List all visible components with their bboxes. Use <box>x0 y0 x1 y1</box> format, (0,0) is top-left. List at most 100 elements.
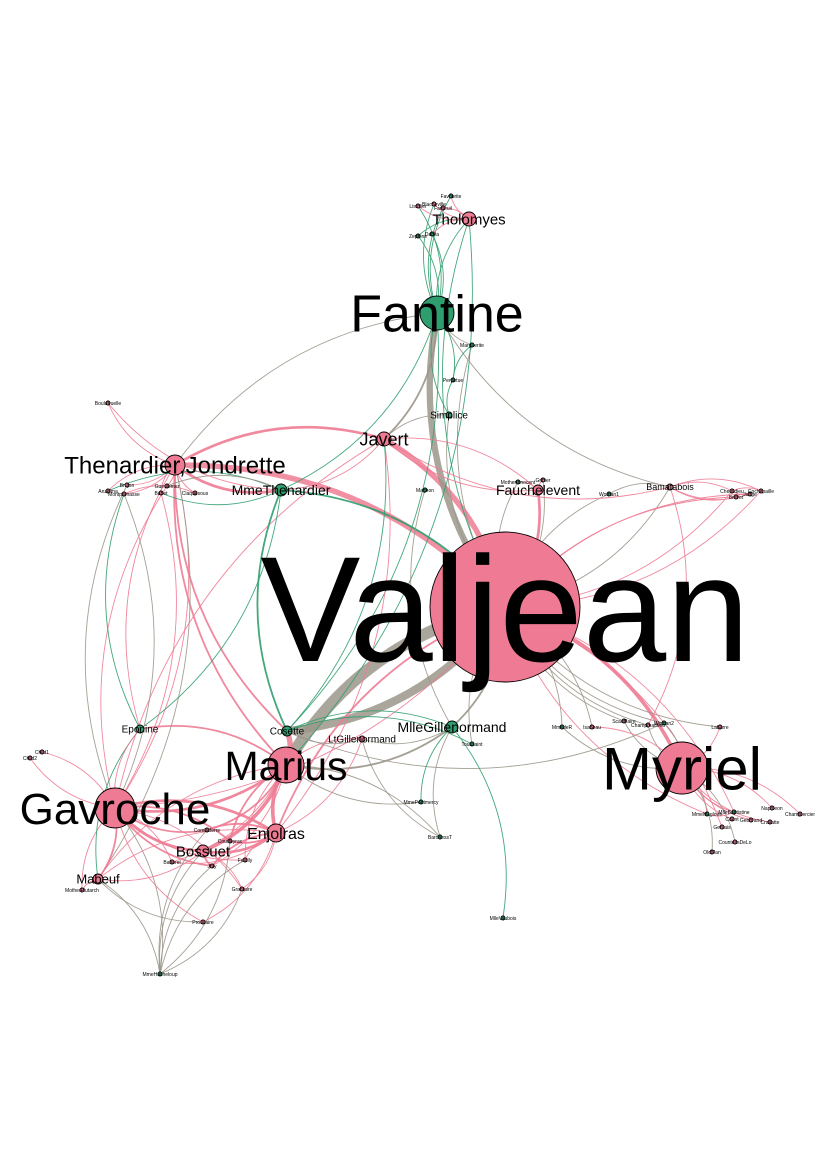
node-zephine[interactable] <box>415 233 421 239</box>
node-mmehucheloup[interactable] <box>157 971 163 977</box>
node-label-gervais: Gervais <box>713 825 731 831</box>
node-valjean[interactable] <box>429 531 581 683</box>
node-gueulemer[interactable] <box>164 483 170 489</box>
node-grantaire[interactable] <box>239 886 245 892</box>
node-woman2[interactable] <box>661 720 667 726</box>
node-marguerite[interactable] <box>469 342 475 348</box>
node-label-babet: Babet <box>154 491 168 497</box>
node-label-joly: Joly <box>208 864 217 870</box>
node-perpetue[interactable] <box>450 377 456 383</box>
edge-javert-cosette <box>286 438 387 732</box>
node-label-motherplutarch: MotherPlutarch <box>65 888 99 894</box>
node-cosette[interactable] <box>281 725 293 737</box>
node-simplice[interactable] <box>445 411 453 419</box>
node-chenildieu[interactable] <box>729 488 735 494</box>
node-label-mmepontmercy: MmePontmercy <box>403 800 439 806</box>
node-montparnasse[interactable] <box>121 491 127 497</box>
node-label-cosette: Cosette <box>270 727 305 738</box>
node-geborand[interactable] <box>748 817 754 823</box>
node-magnon[interactable] <box>422 487 428 493</box>
edge-mmethenardier-cosette <box>256 489 288 732</box>
node-bahorel[interactable] <box>169 859 175 865</box>
node-label-cravatte: Cravatte <box>761 820 780 826</box>
node-label-mabeuf: Mabeuf <box>76 872 120 887</box>
node-champmathieu[interactable] <box>645 722 651 728</box>
node-brujon[interactable] <box>124 482 130 488</box>
node-labarre[interactable] <box>717 724 723 730</box>
node-blacheville[interactable] <box>431 201 437 207</box>
node-mmedeR[interactable] <box>559 724 565 730</box>
node-ltgillenormand[interactable] <box>358 735 366 743</box>
node-mothersimplice[interactable] <box>515 479 521 485</box>
node-label-simplice: Simplice <box>430 411 468 422</box>
node-gervais[interactable] <box>719 824 725 830</box>
edge-feuilly-mmehucheloup <box>159 859 246 975</box>
node-mmemagloire[interactable] <box>704 811 710 817</box>
node-motherplutarch[interactable] <box>79 887 85 893</box>
node-napoleon[interactable] <box>769 805 775 811</box>
node-fauchelevent[interactable] <box>532 484 544 496</box>
node-prouvaire[interactable] <box>200 919 206 925</box>
node-myriel[interactable] <box>655 741 709 795</box>
node-feuilly[interactable] <box>242 857 248 863</box>
node-champtercier[interactable] <box>797 811 803 817</box>
node-cochepaille[interactable] <box>758 488 764 494</box>
node-babet[interactable] <box>158 490 164 496</box>
edge-fauchelevent-javert <box>383 437 539 491</box>
node-joly[interactable] <box>209 863 215 869</box>
edge-enjolras-prouvaire <box>202 832 277 923</box>
node-toussaint[interactable] <box>469 741 475 747</box>
node-judge[interactable] <box>747 491 753 497</box>
node-mllevaubois[interactable] <box>500 915 506 921</box>
node-claquesous[interactable] <box>192 490 198 496</box>
node-courfeyrac[interactable] <box>227 838 233 844</box>
node-marius[interactable] <box>267 746 305 784</box>
node-thenardier[interactable] <box>164 454 186 476</box>
node-count[interactable] <box>729 816 735 822</box>
node-bamatabois[interactable] <box>666 483 674 491</box>
node-cravatte[interactable] <box>767 819 773 825</box>
node-anzelma[interactable] <box>105 488 111 494</box>
node-label-judge: Judge <box>743 492 757 498</box>
node-mmethenardier[interactable] <box>274 483 288 497</box>
node-child1[interactable] <box>39 749 45 755</box>
node-child2[interactable] <box>27 755 33 761</box>
node-bossuet[interactable] <box>196 844 210 858</box>
edge-joly-mmehucheloup <box>159 865 213 975</box>
node-listolier[interactable] <box>415 203 421 209</box>
node-label-perpetue: Perpetue <box>443 378 464 384</box>
node-label-countessdelo: CountessDeLo <box>718 840 751 846</box>
node-countessdelo[interactable] <box>732 839 738 845</box>
node-isabeau[interactable] <box>589 724 595 730</box>
node-gribier[interactable] <box>540 477 546 483</box>
node-dahlia[interactable] <box>429 231 435 237</box>
node-brevet[interactable] <box>733 494 739 500</box>
node-mllegillenormand[interactable] <box>445 720 459 734</box>
node-fameuil[interactable] <box>440 205 446 211</box>
node-woman1[interactable] <box>606 491 612 497</box>
node-mmepontmercy[interactable] <box>418 799 424 805</box>
edge-prouvaire-mabeuf <box>97 878 204 923</box>
node-mabeuf[interactable] <box>92 873 104 885</box>
node-tholomyes[interactable] <box>461 211 477 227</box>
edge-enjolras-mabeuf <box>97 829 277 880</box>
node-gavroche[interactable] <box>94 787 136 829</box>
node-scaufflaire[interactable] <box>621 718 627 724</box>
node-label-count: Count <box>725 817 739 823</box>
edge-mmethenardier-eponine <box>139 489 282 730</box>
node-boulatruelle[interactable] <box>105 400 111 406</box>
node-label-fameuil: Fameuil <box>434 206 452 212</box>
node-combeferre[interactable] <box>204 827 210 833</box>
node-favourite[interactable] <box>448 193 454 199</box>
node-baronessT[interactable] <box>437 834 443 840</box>
node-label-myriel: Myriel <box>602 736 762 803</box>
edge-javert-thenardier <box>173 425 386 467</box>
node-enjolras[interactable] <box>266 823 286 843</box>
node-javert[interactable] <box>376 431 392 447</box>
node-mllebaptistine[interactable] <box>731 809 737 815</box>
node-label-courfeyrac: Courfeyrac <box>218 839 243 845</box>
edge-cosette-toussaint <box>286 716 473 745</box>
node-eponine[interactable] <box>135 724 145 734</box>
node-oldman[interactable] <box>709 849 715 855</box>
node-fantine[interactable] <box>419 295 455 331</box>
